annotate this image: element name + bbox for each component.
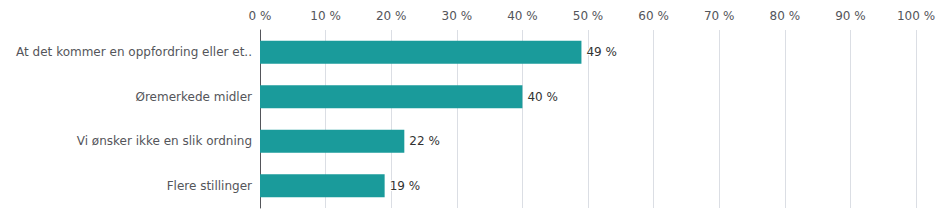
svg-text:Øremerkede midler: Øremerkede midler [135,90,252,104]
svg-text:80 %: 80 % [770,9,801,23]
svg-text:19 %: 19 % [390,179,421,193]
svg-text:40 %: 40 % [527,90,558,104]
svg-text:60 %: 60 % [638,9,669,23]
svg-text:70 %: 70 % [704,9,735,23]
svg-text:22 %: 22 % [409,134,440,148]
svg-text:10 %: 10 % [310,9,341,23]
svg-text:49 %: 49 % [586,45,617,59]
svg-text:40 %: 40 % [507,9,538,23]
svg-text:At det kommer en oppfordring e: At det kommer en oppfordring eller et.. [16,45,252,59]
svg-text:90 %: 90 % [835,9,866,23]
svg-text:50 %: 50 % [573,9,604,23]
svg-text:Flere stillinger: Flere stillinger [167,179,252,193]
svg-text:100 %: 100 % [897,9,935,23]
svg-text:Vi ønsker ikke en slik ordning: Vi ønsker ikke en slik ordning [77,134,252,148]
svg-text:0 %: 0 % [249,9,272,23]
svg-text:20 %: 20 % [376,9,407,23]
svg-text:30 %: 30 % [442,9,473,23]
